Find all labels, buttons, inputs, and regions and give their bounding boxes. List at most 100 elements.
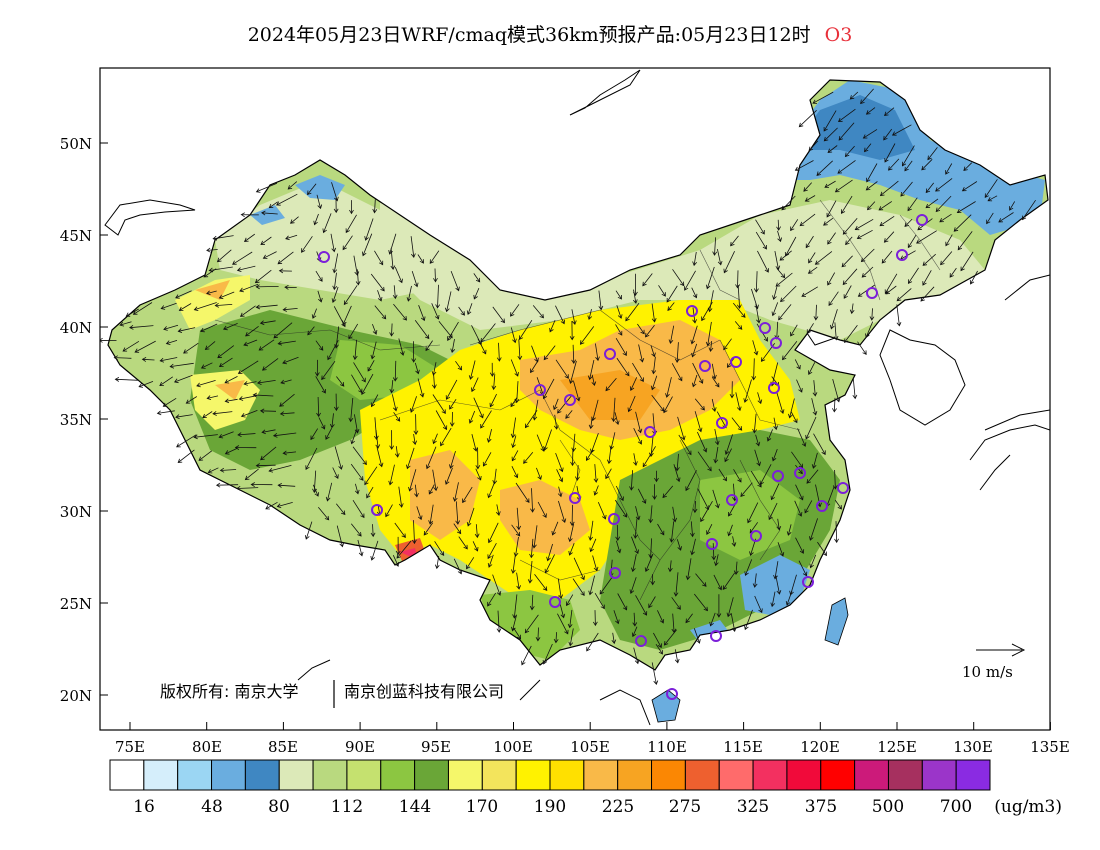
wind-arrow	[879, 215, 895, 227]
wind-arrow	[714, 429, 720, 446]
wind-arrow	[357, 539, 364, 557]
wind-arrow	[645, 324, 655, 338]
wind-arrow	[632, 612, 638, 627]
wind-arrow	[866, 163, 878, 183]
colorbar-label: 80	[268, 797, 290, 817]
wind-arrow	[536, 467, 542, 481]
wind-arrow	[812, 91, 834, 104]
wind-arrow	[752, 573, 758, 588]
city-marker	[604, 348, 616, 360]
wind-arrow	[811, 398, 818, 416]
wind-arrow	[759, 464, 772, 486]
wind-arrow	[869, 308, 875, 321]
wind-arrow	[207, 467, 219, 474]
wind-arrow	[650, 345, 656, 358]
wind-arrow	[790, 219, 799, 232]
wind-arrow	[333, 393, 339, 412]
wind-arrow	[510, 359, 519, 377]
wind-arrow	[657, 523, 665, 536]
wind-arrow	[613, 610, 620, 625]
wind-arrow	[385, 504, 393, 518]
wind-arrow	[724, 434, 733, 455]
wind-arrow	[219, 467, 237, 473]
colorbar	[109, 759, 991, 791]
copyright-part2: 南京创蓝科技有限公司	[344, 682, 504, 701]
wind-arrow	[556, 469, 564, 483]
lon-label: 125E	[877, 738, 917, 756]
wind-arrow	[644, 553, 654, 573]
wind-arrow	[726, 597, 734, 618]
city-marker	[706, 538, 718, 550]
wind-arrow	[348, 397, 354, 423]
wind-arrow	[447, 321, 459, 341]
wind-arrow	[878, 201, 893, 211]
wind-arrow	[593, 485, 599, 496]
wind-arrow	[200, 323, 218, 333]
city-marker	[750, 530, 762, 542]
colorbar-label: 190	[534, 797, 566, 817]
wind-arrow	[367, 360, 375, 372]
wind-arrow	[735, 392, 742, 412]
wind-arrow	[452, 482, 459, 502]
wind-arrow	[935, 178, 953, 192]
wind-arrow	[311, 308, 317, 319]
wind-arrow	[799, 213, 816, 227]
wind-arrow	[119, 321, 132, 327]
wind-arrow	[414, 362, 420, 375]
colorbar-labels: 16 48 80 112 144 170 190 225 275 325 375…	[133, 797, 1062, 817]
wind-arrow	[711, 363, 717, 380]
wind-arrow	[348, 323, 359, 340]
wind-arrow	[776, 392, 785, 414]
wind-arrow	[650, 574, 656, 586]
wind-arrow	[711, 398, 717, 412]
wind-arrow	[732, 302, 746, 318]
wind-arrow	[883, 231, 895, 243]
wind-arrow	[700, 500, 713, 523]
wind-arrow	[753, 271, 759, 293]
wind-arrow	[697, 451, 712, 472]
wind-arrow	[957, 231, 973, 251]
wind-arrow	[589, 538, 597, 553]
wind-arrow	[432, 394, 446, 415]
wind-arrow	[375, 429, 381, 449]
wind-arrow	[290, 216, 299, 224]
wind-arrow	[455, 360, 463, 371]
wind-arrow	[553, 414, 559, 430]
wind-arrow	[666, 285, 678, 303]
city-marker	[371, 504, 383, 516]
wind-arrow	[412, 434, 418, 446]
wind-arrow	[178, 303, 192, 311]
wind-arrow	[735, 270, 741, 289]
colorbar-swatch	[549, 759, 585, 791]
wind-arrow	[891, 124, 912, 136]
lat-label: 40N	[60, 319, 92, 337]
wind-arrow	[261, 429, 276, 435]
wind-arrow	[712, 237, 718, 256]
wind-arrow	[611, 632, 617, 645]
wind-arrow	[480, 323, 496, 343]
wind-arrow	[555, 305, 565, 325]
wind-arrow	[786, 524, 792, 536]
wind-arrow	[316, 194, 323, 210]
wind-arrow	[544, 554, 555, 574]
wind-arrow	[350, 523, 362, 537]
wind-arrow	[327, 340, 339, 361]
colorbar-swatch	[380, 759, 416, 791]
wind-arrow	[690, 325, 698, 345]
wind-arrow	[218, 291, 235, 300]
wind-arrow	[557, 394, 573, 414]
wind-arrow	[472, 541, 479, 552]
colorbar-swatch	[211, 759, 246, 791]
lat-label: 30N	[60, 503, 92, 521]
wind-arrow	[113, 355, 132, 361]
wind-arrow	[727, 524, 733, 537]
wind-arrow	[586, 632, 599, 652]
city-marker	[837, 482, 849, 494]
wind-arrow	[616, 357, 630, 377]
wind-arrow	[801, 286, 819, 297]
city-marker	[569, 492, 581, 504]
city-marker	[772, 470, 784, 482]
wind-arrow	[778, 304, 792, 321]
wind-arrow	[224, 376, 238, 384]
